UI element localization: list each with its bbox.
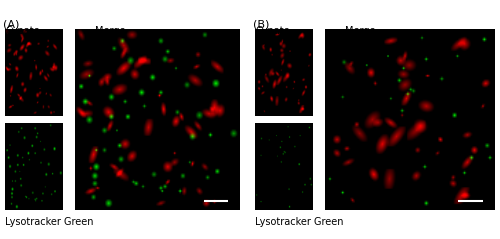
Text: Lysotracker Green: Lysotracker Green — [255, 217, 344, 228]
Text: (A): (A) — [2, 19, 19, 29]
Text: Merge: Merge — [345, 26, 376, 36]
Text: Merge: Merge — [95, 26, 126, 36]
Text: Cypate: Cypate — [256, 26, 290, 36]
Text: (B): (B) — [252, 19, 269, 29]
Text: Lysotracker Green: Lysotracker Green — [5, 217, 94, 228]
Text: Cypate: Cypate — [6, 26, 40, 36]
